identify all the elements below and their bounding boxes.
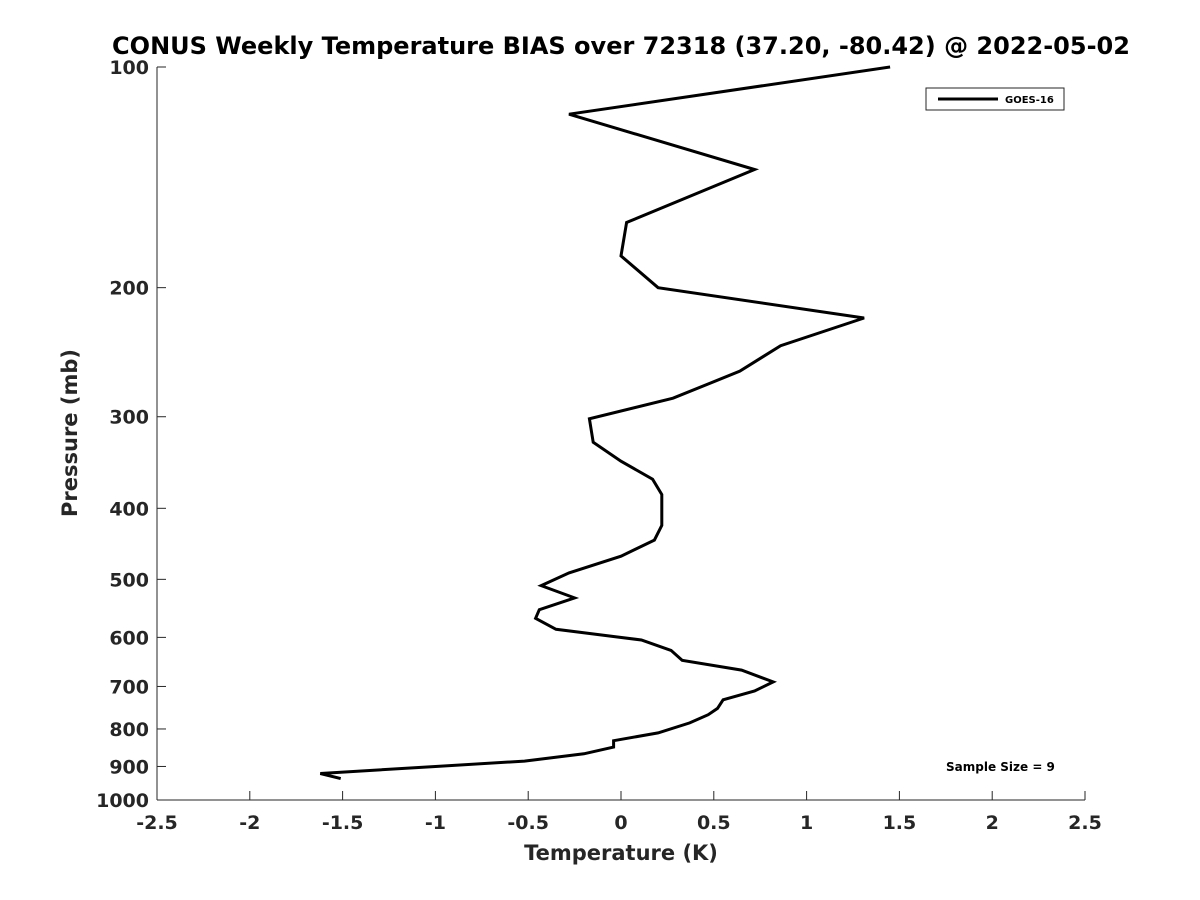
legend-label: GOES-16 (1005, 95, 1054, 106)
x-tick-label: -0.5 (507, 812, 549, 834)
chart-title: CONUS Weekly Temperature BIAS over 72318… (112, 32, 1130, 60)
y-tick-label: 900 (109, 756, 149, 778)
series-line-goes-16 (319, 65, 891, 781)
y-tick-label: 700 (109, 676, 149, 698)
y-tick-label: 200 (109, 278, 149, 300)
x-tick-label: 2 (986, 812, 999, 834)
y-axis-label: Pressure (mb) (58, 349, 82, 517)
legend: GOES-16 (925, 87, 1065, 111)
x-axis-label: Temperature (K) (524, 841, 718, 865)
x-tick-label: -1 (425, 812, 446, 834)
y-tick-label: 500 (109, 569, 149, 591)
y-tick-label: 100 (109, 57, 149, 79)
x-tick-label: 1 (800, 812, 813, 834)
y-tick-label: 300 (109, 407, 149, 429)
x-tick-label: 0 (614, 812, 627, 834)
series-layer (319, 65, 891, 781)
y-tick-label: 600 (109, 627, 149, 649)
y-tick-label: 800 (109, 719, 149, 741)
x-tick-label: -2.5 (136, 812, 178, 834)
ticks: -2.5 -2 -1.5 -1 -0.5 0 0.5 1 1.5 2 2.5 100 200 300 400… (96, 57, 1102, 834)
x-tick-label: -1.5 (322, 812, 364, 834)
sample-size-annotation: Sample Size = 9 (946, 760, 1055, 774)
axes (156, 67, 1085, 801)
x-tick-label: -2 (239, 812, 260, 834)
x-tick-label: 1.5 (883, 812, 917, 834)
x-tick-label: 0.5 (697, 812, 731, 834)
x-tick-label: 2.5 (1068, 812, 1102, 834)
y-tick-label: 400 (109, 498, 149, 520)
y-tick-label: 1000 (96, 790, 149, 812)
